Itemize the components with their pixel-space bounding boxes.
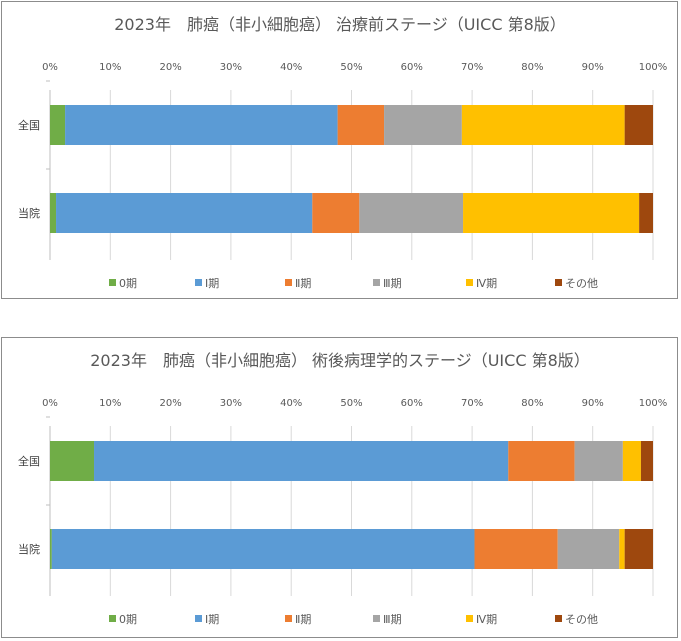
legend-swatch [109, 279, 116, 286]
legend-label: 0期 [119, 277, 137, 290]
legend-swatch [466, 279, 473, 286]
x-tick-label: 70% [461, 62, 483, 73]
legend-label: 0期 [119, 613, 137, 626]
x-tick-label: 100% [639, 62, 668, 73]
bar-segment [51, 529, 475, 569]
bar-segment [474, 529, 558, 569]
x-tick-label: 20% [159, 398, 181, 409]
bar-segment [56, 193, 313, 233]
x-tick-label: 10% [99, 398, 121, 409]
bar-segment [624, 105, 653, 145]
legend-label: Ⅱ期 [295, 613, 311, 626]
legend-swatch [195, 279, 202, 286]
bar-segment [50, 529, 52, 569]
bar-segment [639, 193, 653, 233]
bar-segment [461, 105, 625, 145]
legend-label: Ⅲ期 [383, 277, 402, 290]
legend-swatch [109, 615, 116, 622]
x-tick-label: 60% [401, 398, 423, 409]
stacked-bar-chart: 2023年 肺癌（非小細胞癌） 術後病理学的ステージ（UICC 第8版） 0% 10… [18, 351, 668, 626]
legend-swatch [285, 615, 292, 622]
x-tick-label: 80% [521, 398, 543, 409]
x-tick-label: 30% [220, 62, 242, 73]
bar-segment [619, 529, 625, 569]
x-tick-label: 10% [99, 62, 121, 73]
category-label: 全国 [18, 118, 40, 132]
x-tick-label: 40% [280, 62, 302, 73]
bar-segment [624, 529, 653, 569]
bar-segment [574, 441, 623, 481]
legend-label: Ⅳ期 [476, 613, 497, 626]
stacked-bar-chart: 2023年 肺癌（非小細胞癌） 治療前ステージ（UICC 第8版） 0% 10% 20… [18, 15, 668, 290]
x-tick-label: 60% [401, 62, 423, 73]
x-tick-label: 80% [521, 62, 543, 73]
x-tick-label: 90% [582, 62, 604, 73]
bar-segment [337, 105, 385, 145]
legend-swatch [466, 615, 473, 622]
bar-segment [50, 441, 95, 481]
chart-title: 2023年 肺癌（非小細胞癌） 術後病理学的ステージ（UICC 第8版） [90, 351, 590, 370]
bar-segment [463, 193, 640, 233]
legend-swatch [555, 615, 562, 622]
legend-label: Ⅲ期 [383, 613, 402, 626]
x-tick-label: 90% [582, 398, 604, 409]
legend-swatch [373, 279, 380, 286]
legend-label: Ⅰ期 [205, 613, 219, 626]
category-label: 全国 [18, 454, 40, 468]
x-tick-label: 50% [340, 62, 362, 73]
bar-segment [359, 193, 464, 233]
bar-segment [94, 441, 509, 481]
x-tick-label: 30% [220, 398, 242, 409]
x-tick-label: 100% [639, 398, 668, 409]
category-label: 当院 [18, 542, 40, 556]
x-tick-label: 20% [159, 62, 181, 73]
chart-panel-pathological: 2023年 肺癌（非小細胞癌） 術後病理学的ステージ（UICC 第8版） 0% 10… [1, 337, 678, 638]
x-tick-label: 0% [42, 398, 58, 409]
category-label: 当院 [18, 206, 40, 220]
chart-panel-pretreatment: 2023年 肺癌（非小細胞癌） 治療前ステージ（UICC 第8版） 0% 10% 20… [1, 1, 678, 299]
bar-segment [557, 529, 620, 569]
x-tick-label: 50% [340, 398, 362, 409]
bar-segment [384, 105, 462, 145]
bar-segment [640, 441, 653, 481]
bar-segment [65, 105, 338, 145]
x-tick-label: 0% [42, 62, 58, 73]
legend-swatch [195, 615, 202, 622]
legend-label: Ⅳ期 [476, 277, 497, 290]
bar-segment [508, 441, 575, 481]
bar-segment [622, 441, 641, 481]
bar-segment [50, 105, 66, 145]
bar-segment [50, 193, 57, 233]
legend-swatch [555, 279, 562, 286]
chart-title: 2023年 肺癌（非小細胞癌） 治療前ステージ（UICC 第8版） [114, 15, 566, 34]
legend-swatch [285, 279, 292, 286]
legend-swatch [373, 615, 380, 622]
x-tick-label: 40% [280, 398, 302, 409]
legend-label: Ⅱ期 [295, 277, 311, 290]
bar-segment [312, 193, 360, 233]
legend-label: その他 [565, 613, 598, 626]
x-tick-label: 70% [461, 398, 483, 409]
legend-label: Ⅰ期 [205, 277, 219, 290]
legend-label: その他 [565, 277, 598, 290]
